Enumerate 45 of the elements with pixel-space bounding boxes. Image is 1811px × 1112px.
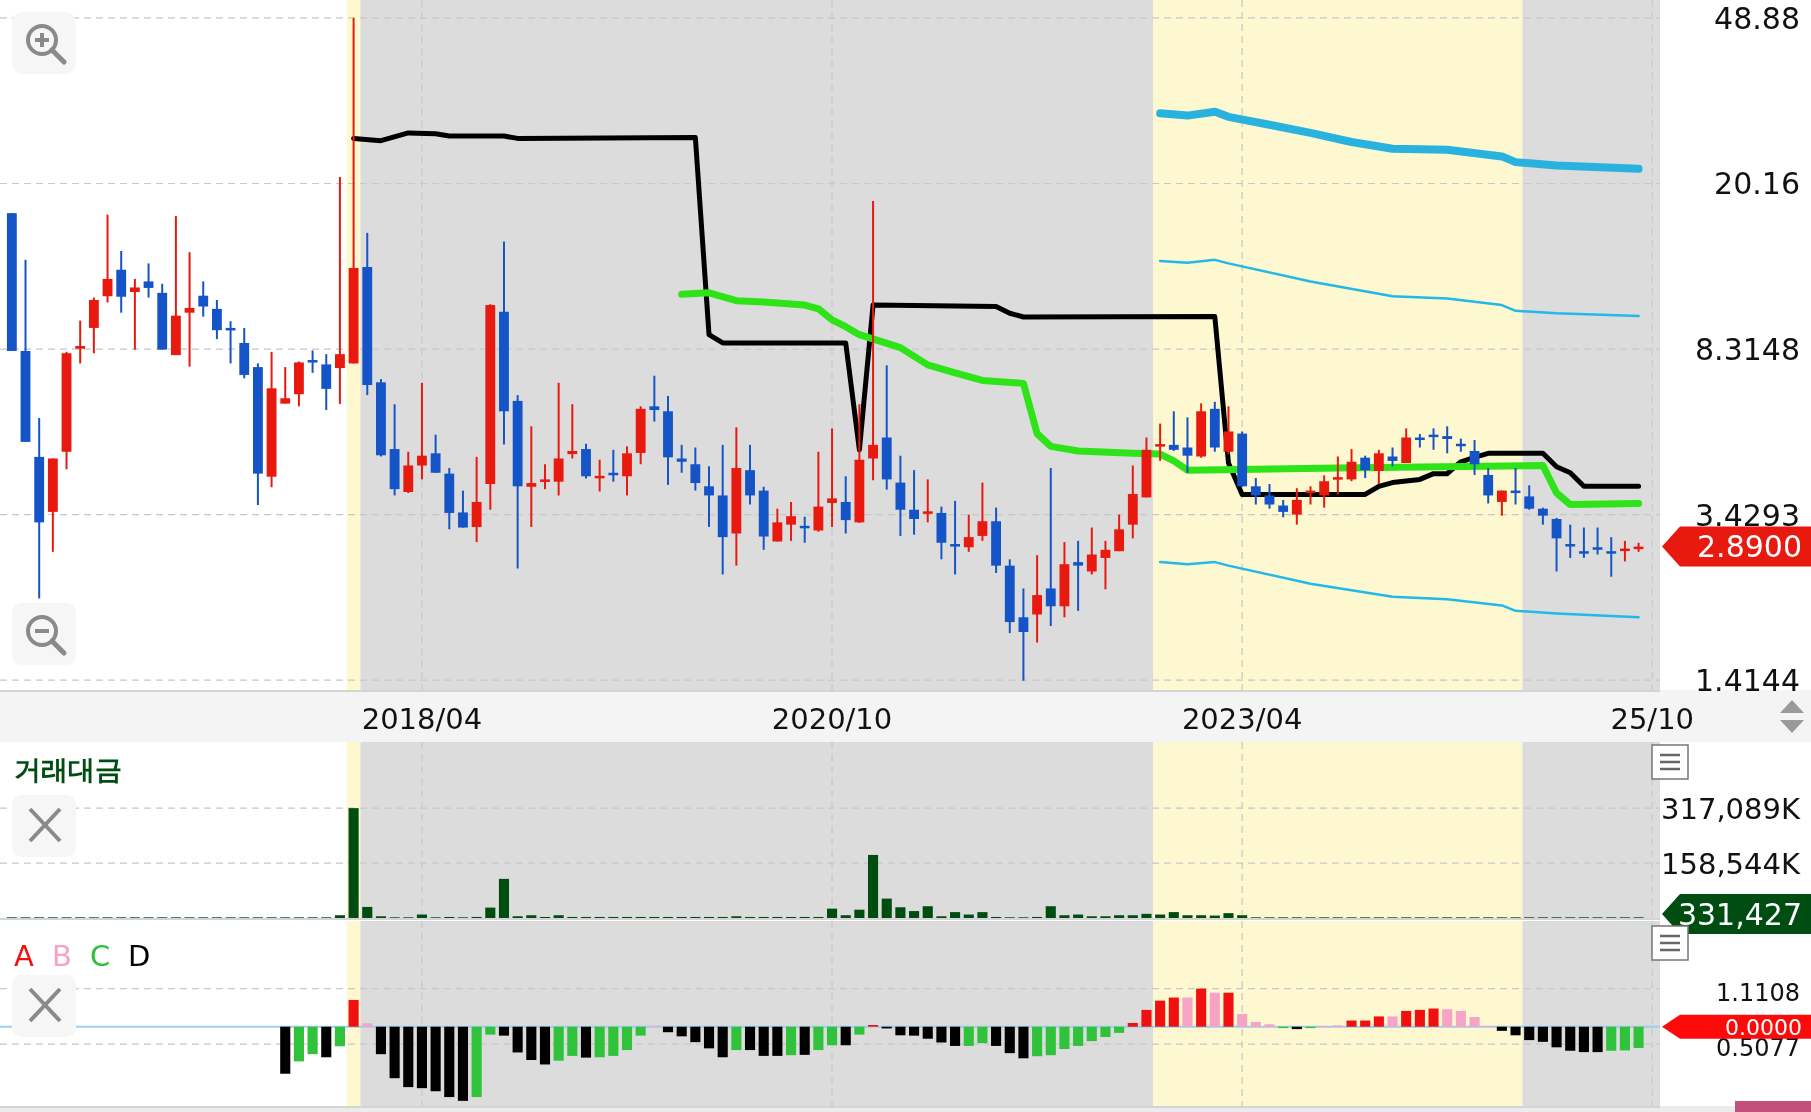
bar: [881, 898, 892, 918]
bar: [526, 915, 537, 918]
bar: [909, 911, 920, 918]
line-series: [1158, 258, 1640, 318]
bar: [922, 906, 933, 918]
bar: [826, 908, 838, 918]
bar: [1045, 906, 1056, 918]
y-tick-label: 1.1108: [1716, 978, 1800, 1007]
text: 거래대금: [14, 754, 122, 785]
bar: [1141, 913, 1152, 918]
y-tick-label: 158,544K: [1661, 847, 1801, 882]
bar: [1168, 912, 1179, 918]
y-tick-label: 317,089K: [1661, 792, 1801, 827]
x-tick-label: 25/10: [1610, 702, 1695, 736]
bar: [553, 915, 564, 918]
y-tick-label: 1.4144: [1695, 663, 1800, 699]
y-tick-label: 48.88: [1714, 0, 1800, 36]
bar: [895, 907, 906, 918]
y-tick-label: 8.3148: [1695, 332, 1800, 368]
bar: [1237, 915, 1248, 918]
text: B: [52, 939, 72, 973]
x-tick-label: 2023/04: [1181, 702, 1303, 736]
bar: [498, 878, 510, 918]
bar: [1182, 915, 1193, 918]
bar: [950, 912, 961, 918]
bar: [868, 854, 879, 918]
bar: [1127, 915, 1138, 918]
x-tick-label: 2018/04: [361, 702, 483, 736]
text: A: [14, 939, 34, 973]
bar: [348, 808, 359, 918]
bar: [1059, 915, 1070, 918]
text: C: [90, 939, 111, 973]
bar: [362, 906, 373, 918]
bar: [485, 907, 496, 918]
bar: [840, 915, 851, 918]
bar: [1196, 915, 1207, 918]
y-tick-label: 20.16: [1714, 166, 1800, 202]
bar: [1114, 915, 1125, 918]
bar: [977, 912, 988, 918]
x-tick-label: 2020/10: [771, 702, 893, 736]
text: D: [128, 939, 151, 973]
line-series: [1158, 560, 1640, 619]
bar: [854, 909, 865, 918]
bar: [1223, 913, 1234, 918]
bar: [334, 915, 345, 918]
